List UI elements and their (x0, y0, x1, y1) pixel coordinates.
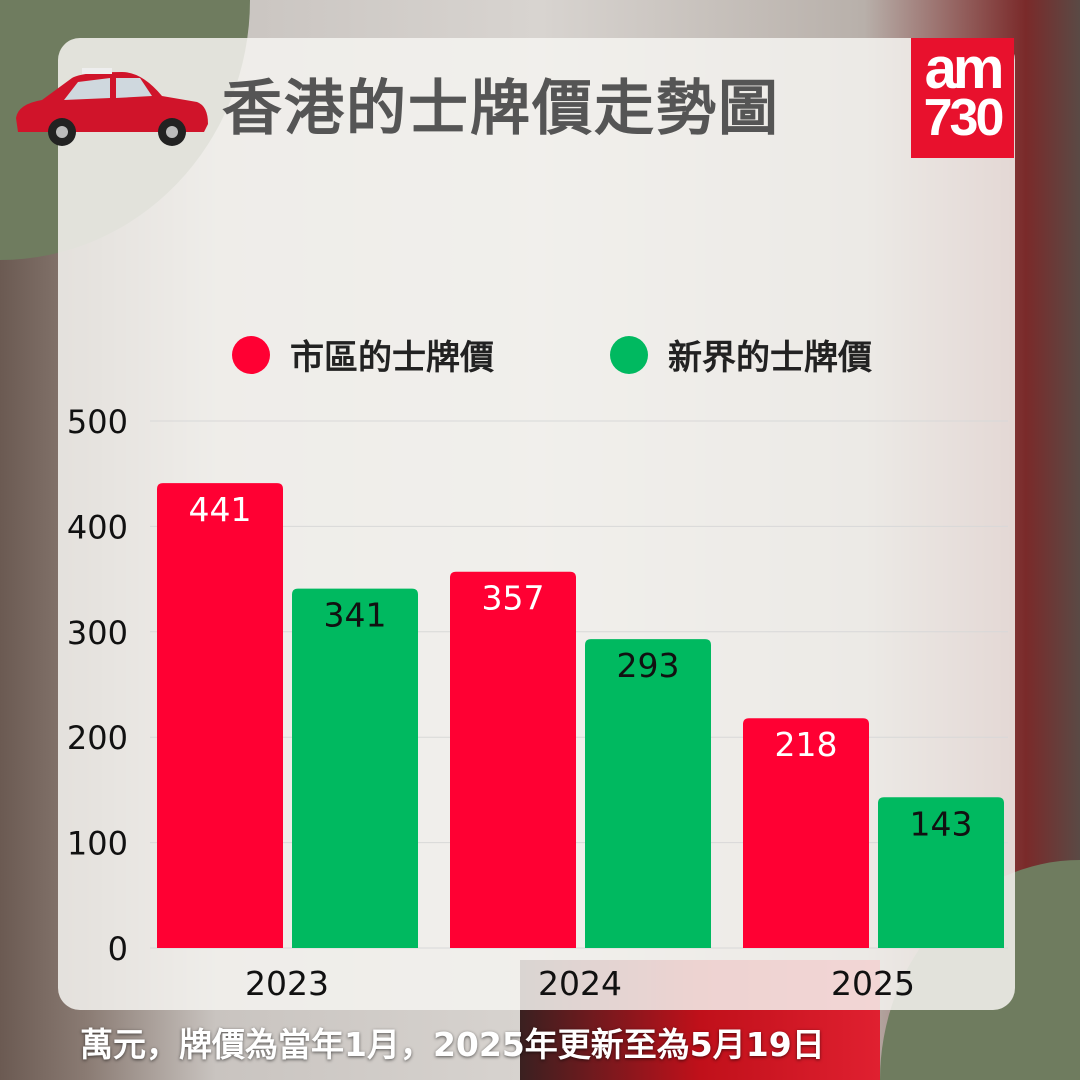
data-label: 218 (775, 725, 838, 764)
data-label: 293 (617, 646, 680, 685)
y-tick-label: 400 (67, 508, 128, 546)
footnote: 萬元，牌價為當年1月，2025年更新至為5月19日 (80, 1025, 825, 1064)
legend-label: 新界的士牌價 (668, 338, 872, 378)
bar-urban (743, 718, 869, 948)
y-tick-label: 200 (67, 719, 128, 757)
data-label: 441 (189, 490, 252, 529)
y-tick-label: 500 (67, 403, 128, 441)
legend-item-nt: 新界的士牌價 (610, 330, 872, 379)
legend-item-urban: 市區的士牌價 (232, 330, 494, 379)
page-title: 香港的士牌價走勢圖 (222, 74, 780, 144)
x-tick-label: 2025 (831, 964, 915, 1003)
data-label: 143 (910, 804, 973, 843)
data-label: 341 (324, 596, 387, 635)
bar-nt (878, 797, 1004, 948)
x-tick-label: 2023 (245, 964, 329, 1003)
bar-nt (292, 588, 418, 948)
bar-nt (585, 639, 711, 948)
data-label: 357 (482, 579, 545, 618)
am730-logo: am 730 (911, 38, 1014, 158)
bar-urban (157, 483, 283, 948)
legend-swatch (232, 335, 270, 374)
taxi-icon (16, 68, 208, 146)
legend-label: 市區的士牌價 (290, 338, 494, 378)
bar-urban (450, 571, 576, 948)
y-tick-label: 300 (67, 614, 128, 652)
legend-swatch (610, 335, 648, 374)
y-tick-label: 100 (67, 825, 128, 863)
y-tick-label: 0 (108, 930, 128, 968)
x-tick-label: 2024 (538, 964, 622, 1003)
